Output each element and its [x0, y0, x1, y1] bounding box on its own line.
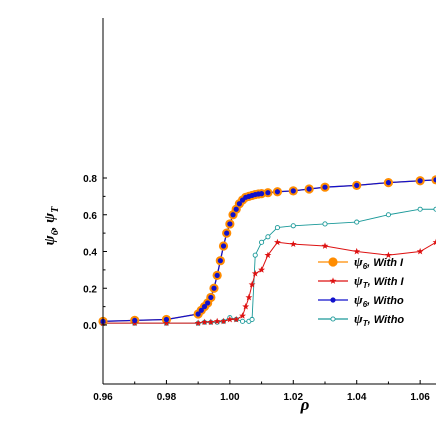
x-tick-label: 1.06: [410, 392, 430, 403]
axes: 0.0 0.2 0.4 0.6 0.8 0.96 0.98 1.00 1.02 1.04 1.06: [83, 18, 436, 403]
legend-swatch-marker: [330, 316, 336, 322]
x-tick-label: 0.96: [93, 392, 113, 403]
data-point-2-13: [227, 221, 233, 227]
legend: ψ6, With I ψT, With I ψ6, Witho ψT, Witho: [318, 254, 404, 328]
legend-label: ψ6, Witho: [354, 292, 404, 309]
data-point-1-17: [274, 238, 281, 246]
data-point-3-10: [239, 318, 246, 324]
data-point-2-9: [214, 272, 220, 278]
data-point-2-24: [265, 190, 271, 196]
legend-label: ψT, Witho: [354, 311, 404, 328]
data-point-1-8: [226, 315, 234, 323]
data-point-2-3: [195, 311, 201, 317]
data-point-2-10: [217, 258, 223, 264]
data-point-1-14: [251, 269, 259, 277]
x-tick-label: 1.00: [220, 392, 240, 403]
plot-markers: [98, 175, 436, 327]
data-point-1-22: [416, 247, 424, 255]
data-point-1-18: [289, 240, 297, 248]
data-point-1-19: [321, 242, 329, 249]
data-point-3-21: [417, 206, 423, 212]
x-tick-label: 0.98: [157, 392, 177, 403]
series-markers-2: [100, 177, 436, 324]
x-tick-label: 1.02: [284, 392, 304, 403]
data-point-2-5: [201, 304, 208, 310]
x-axis-label: ρ: [300, 395, 310, 414]
legend-item-1: ψT, With I: [318, 273, 404, 290]
data-point-2-14: [230, 212, 236, 218]
data-point-2-4: [198, 307, 204, 313]
data-point-2-29: [354, 182, 360, 188]
y-tick-label: 0.8: [83, 174, 97, 185]
data-point-3-19: [354, 219, 360, 225]
data-point-2-27: [306, 186, 312, 192]
data-point-2-32: [433, 177, 436, 183]
legend-swatch-marker: [330, 297, 336, 303]
data-point-2-7: [208, 294, 214, 301]
data-point-2-15: [233, 206, 239, 212]
data-point-3-16: [274, 225, 280, 231]
data-point-2-30: [385, 179, 392, 186]
data-point-1-4: [201, 318, 208, 326]
data-point-1-7: [220, 317, 227, 325]
data-point-1-21: [385, 251, 392, 259]
series-markers-1: [99, 238, 436, 327]
data-point-1-23: [432, 238, 436, 246]
data-point-3-18: [322, 221, 328, 227]
legend-label: ψ6, With I: [354, 254, 404, 271]
legend-item-3: ψT, Witho: [318, 311, 404, 328]
data-point-2-11: [220, 243, 227, 249]
legend-swatch-marker: [328, 257, 338, 267]
legend-item-2: ψ6, Witho: [318, 292, 404, 309]
legend-item-0: ψ6, With I: [318, 254, 404, 271]
data-point-3-13: [252, 252, 258, 258]
data-point-1-6: [213, 317, 221, 325]
data-point-1-11: [242, 303, 250, 310]
data-point-1-5: [207, 318, 215, 326]
data-point-2-26: [290, 188, 296, 194]
legend-label: ψT, With I: [354, 273, 404, 290]
y-tick-label: 0.4: [83, 248, 97, 259]
data-point-1-9: [232, 315, 240, 323]
data-point-1-10: [239, 312, 246, 319]
data-point-1-13: [248, 280, 256, 288]
data-point-1-20: [353, 247, 361, 255]
x-tick-label: 1.04: [347, 392, 367, 403]
y-tick-label: 0.2: [83, 284, 97, 295]
data-point-3-17: [290, 223, 296, 229]
data-point-3-15: [265, 234, 271, 240]
data-point-1-15: [258, 266, 265, 273]
data-point-2-31: [417, 178, 423, 184]
data-point-3-20: [385, 212, 391, 218]
data-point-1-2: [163, 319, 170, 327]
data-point-2-6: [205, 300, 211, 306]
data-point-2-2: [163, 316, 170, 323]
legend-swatch-marker: [329, 277, 337, 284]
data-point-2-1: [132, 317, 138, 324]
data-point-1-16: [264, 251, 272, 259]
data-point-2-12: [224, 230, 230, 236]
data-point-1-3: [194, 319, 202, 327]
data-point-2-25: [274, 189, 281, 195]
data-point-2-16: [236, 201, 242, 207]
y-axis-label: ψ6, ψT: [42, 206, 61, 246]
y-tick-label: 0.6: [83, 211, 97, 222]
data-point-3-14: [259, 239, 265, 245]
data-point-1-12: [245, 293, 253, 301]
y-tick-label: 0.0: [83, 321, 97, 332]
data-point-3-12: [249, 316, 255, 323]
data-point-2-28: [322, 184, 328, 190]
data-point-2-23: [258, 191, 265, 197]
data-point-2-8: [211, 285, 217, 291]
